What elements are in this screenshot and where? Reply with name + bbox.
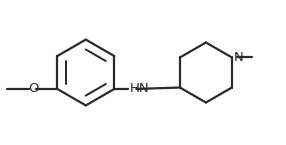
Text: HN: HN bbox=[130, 83, 150, 95]
Text: N: N bbox=[233, 51, 243, 64]
Text: O: O bbox=[28, 83, 38, 95]
